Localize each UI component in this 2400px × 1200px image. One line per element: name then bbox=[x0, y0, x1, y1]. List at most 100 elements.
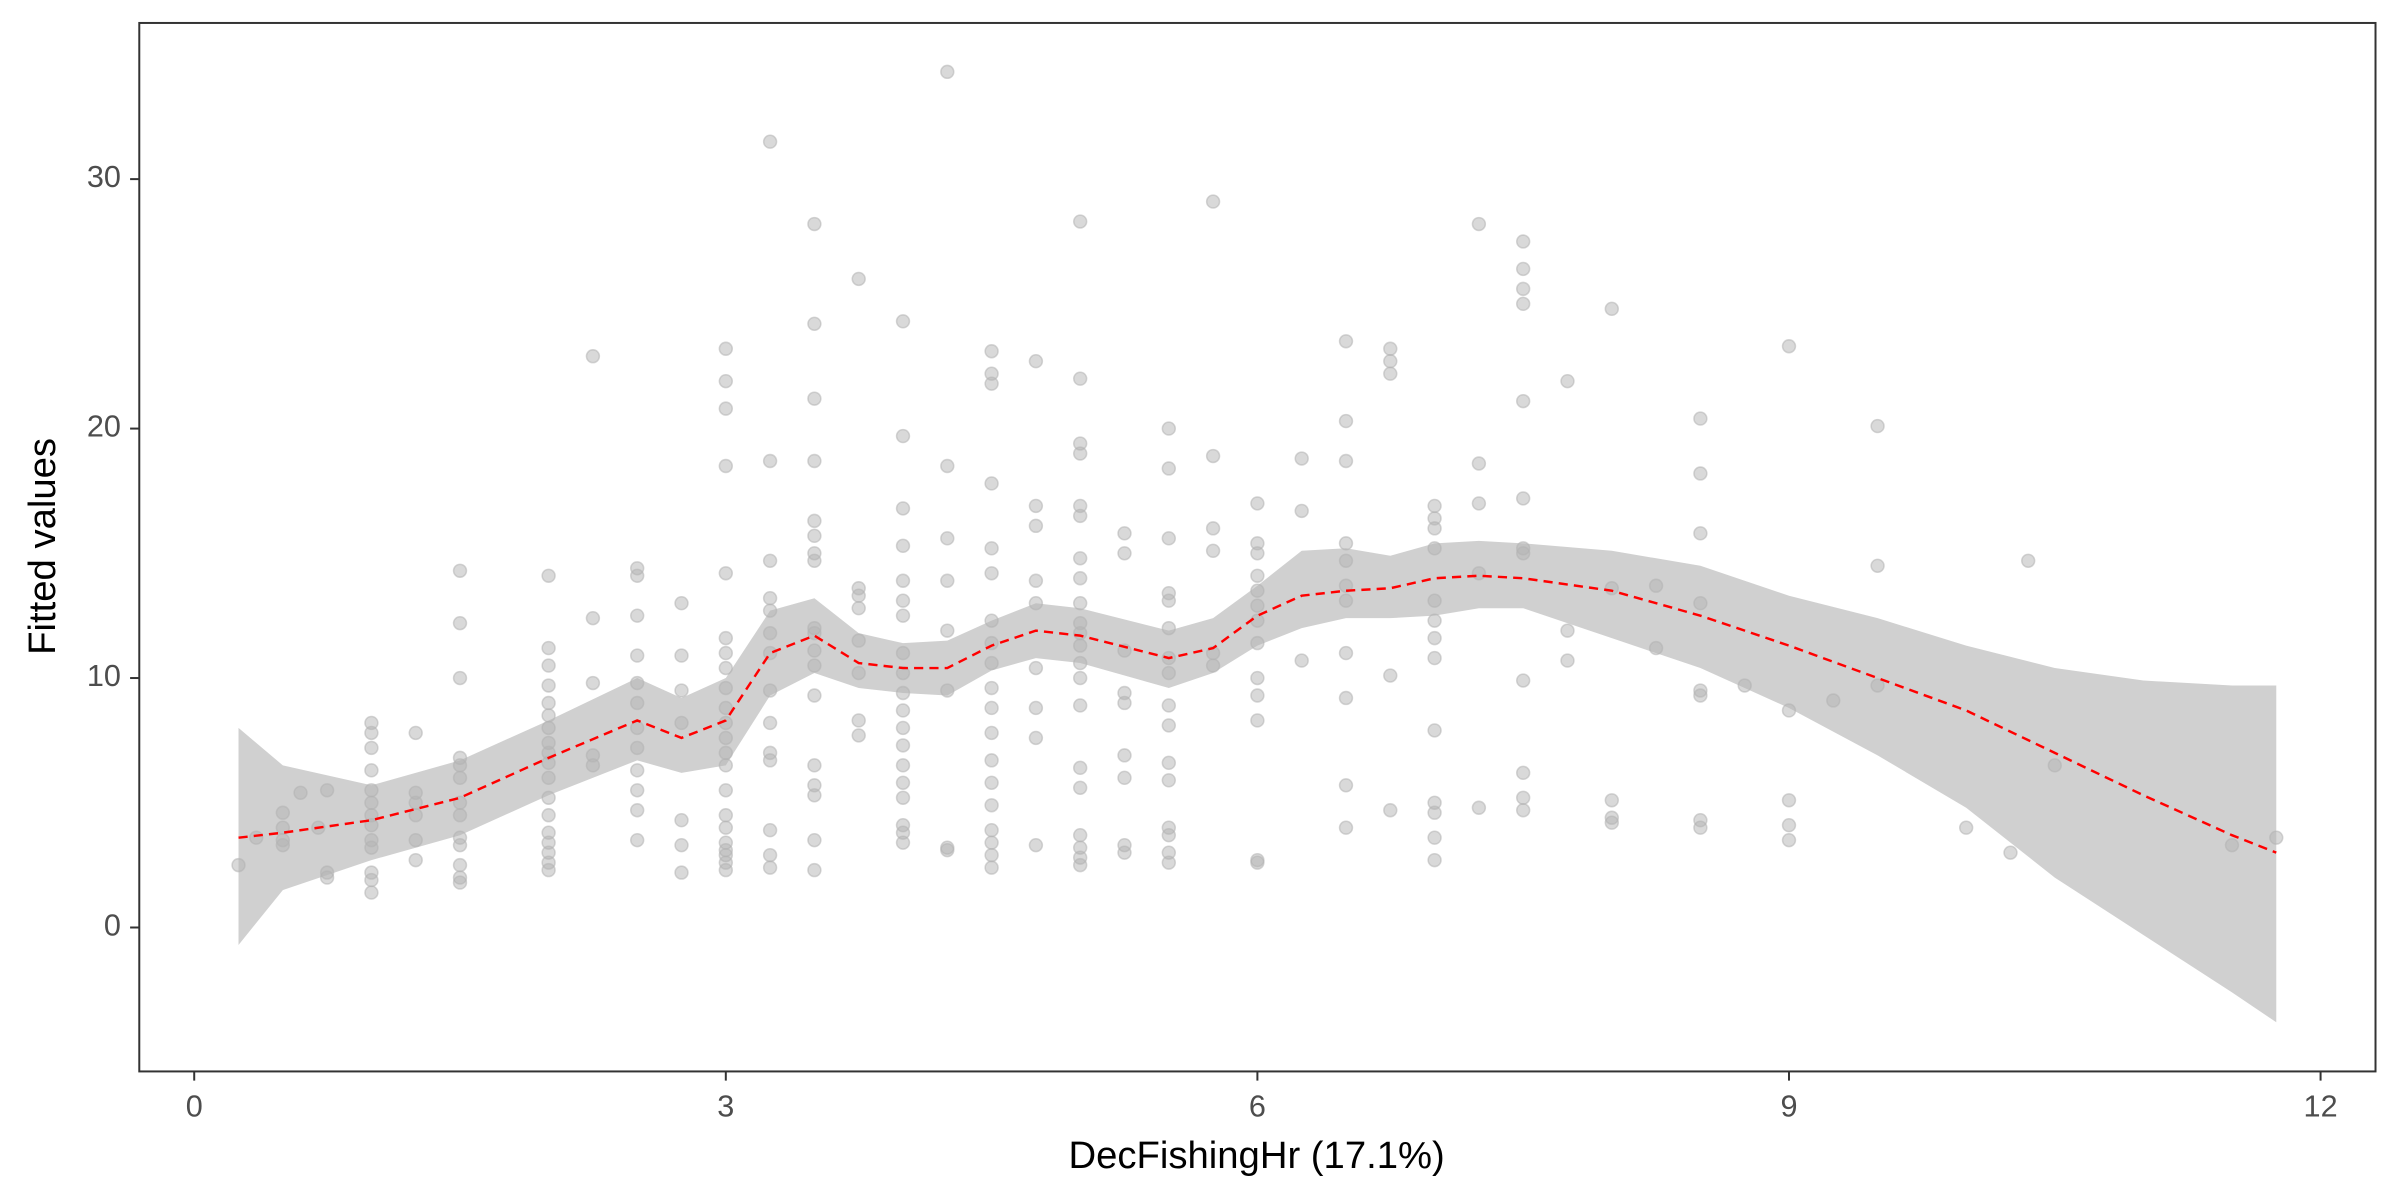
point bbox=[541, 658, 556, 673]
point bbox=[630, 740, 645, 756]
point bbox=[984, 476, 999, 491]
point bbox=[1161, 531, 1176, 546]
point bbox=[1117, 526, 1132, 541]
point bbox=[762, 591, 778, 606]
point bbox=[851, 728, 866, 743]
point bbox=[674, 596, 689, 611]
point bbox=[585, 675, 601, 691]
point bbox=[1604, 793, 1619, 808]
point bbox=[895, 720, 911, 736]
point bbox=[718, 808, 734, 823]
point bbox=[1073, 670, 1088, 686]
point bbox=[249, 830, 264, 845]
point bbox=[940, 683, 955, 698]
point bbox=[807, 643, 822, 658]
point bbox=[630, 695, 645, 711]
point bbox=[1205, 521, 1221, 536]
point bbox=[762, 860, 778, 875]
point bbox=[1693, 683, 1708, 698]
point bbox=[762, 453, 778, 469]
point bbox=[762, 745, 778, 761]
point bbox=[1117, 770, 1132, 786]
point bbox=[541, 808, 556, 823]
point bbox=[275, 820, 291, 835]
point bbox=[1338, 334, 1354, 349]
point bbox=[940, 458, 955, 474]
point bbox=[984, 753, 999, 768]
point bbox=[762, 715, 778, 731]
point bbox=[1471, 496, 1487, 511]
point bbox=[807, 832, 822, 848]
point bbox=[1737, 678, 1752, 693]
point bbox=[895, 428, 911, 444]
point bbox=[1427, 498, 1442, 514]
point bbox=[1161, 845, 1176, 860]
point bbox=[1073, 840, 1088, 855]
point bbox=[1250, 670, 1265, 686]
point bbox=[1383, 668, 1398, 683]
point bbox=[541, 770, 556, 786]
point bbox=[1338, 453, 1354, 469]
x-tick-label: 3 bbox=[717, 1089, 734, 1123]
point bbox=[275, 832, 291, 848]
point bbox=[1383, 366, 1398, 381]
point bbox=[1427, 541, 1442, 556]
point bbox=[940, 573, 955, 588]
point bbox=[1515, 541, 1531, 556]
point bbox=[1073, 655, 1088, 671]
point bbox=[674, 715, 689, 731]
point bbox=[1560, 373, 1575, 389]
point bbox=[851, 271, 866, 287]
point bbox=[452, 670, 468, 686]
x-tick-label: 12 bbox=[2304, 1089, 2338, 1123]
point bbox=[895, 818, 911, 833]
point bbox=[984, 775, 999, 791]
point bbox=[585, 349, 601, 364]
point bbox=[1781, 832, 1797, 848]
point bbox=[1161, 718, 1176, 733]
point bbox=[1338, 820, 1354, 835]
point bbox=[1294, 653, 1309, 668]
point bbox=[1383, 803, 1398, 818]
point bbox=[1515, 491, 1531, 506]
y-tick-label: 30 bbox=[87, 160, 121, 194]
point bbox=[895, 645, 911, 661]
point bbox=[1693, 813, 1708, 828]
point bbox=[1250, 613, 1265, 628]
point bbox=[895, 703, 911, 718]
point bbox=[718, 730, 734, 746]
point bbox=[1250, 598, 1265, 613]
point bbox=[1205, 448, 1221, 464]
point bbox=[1427, 723, 1442, 738]
point bbox=[1028, 660, 1044, 676]
point bbox=[1515, 281, 1531, 297]
point bbox=[364, 715, 379, 731]
point bbox=[1028, 498, 1044, 514]
point bbox=[541, 790, 556, 805]
point bbox=[940, 840, 955, 855]
point bbox=[541, 825, 556, 840]
plot-area bbox=[231, 64, 2284, 1023]
point bbox=[1781, 818, 1797, 833]
point bbox=[1826, 693, 1841, 708]
point bbox=[1338, 778, 1354, 793]
point bbox=[452, 808, 468, 823]
point bbox=[1161, 665, 1176, 681]
point bbox=[807, 546, 822, 561]
point bbox=[1205, 194, 1221, 209]
point bbox=[1427, 852, 1442, 868]
point bbox=[1028, 573, 1044, 588]
point bbox=[408, 725, 423, 741]
point bbox=[718, 630, 734, 646]
point bbox=[1028, 596, 1044, 611]
point bbox=[718, 341, 734, 356]
point bbox=[984, 798, 999, 813]
point bbox=[940, 623, 955, 638]
point bbox=[1073, 214, 1088, 229]
point bbox=[585, 610, 601, 626]
point bbox=[1515, 234, 1531, 249]
y-axis-title: Fitted values bbox=[21, 438, 64, 655]
point bbox=[319, 865, 335, 880]
point bbox=[895, 758, 911, 773]
